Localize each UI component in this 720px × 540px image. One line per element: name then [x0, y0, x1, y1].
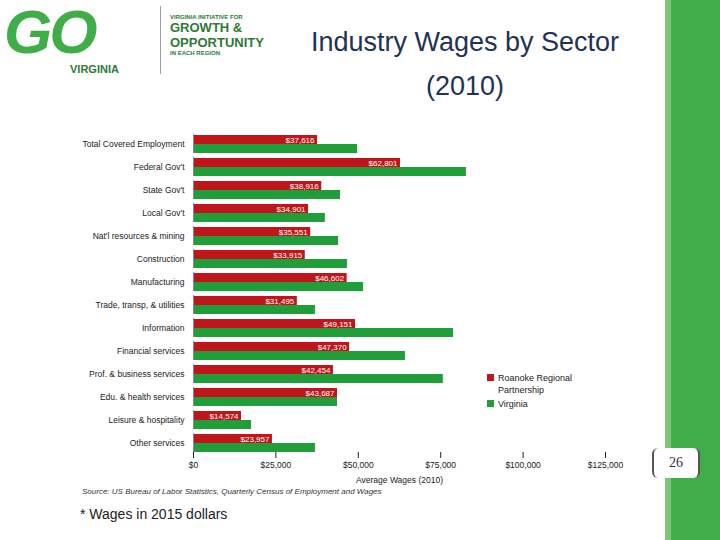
svg-text:$33,915: $33,915 — [273, 251, 302, 260]
svg-text:Financial services: Financial services — [117, 346, 185, 356]
svg-text:$35,551: $35,551 — [279, 228, 308, 237]
svg-text:$42,454: $42,454 — [302, 366, 331, 375]
html-text:26: 26 — [669, 455, 683, 470]
html-text:Roanoke Regional Partnership: Roanoke Regional Partnership — [498, 373, 573, 395]
svg-text:$62,801: $62,801 — [369, 159, 398, 168]
svg-text:Nat'l resources & mining: Nat'l resources & mining — [93, 231, 185, 241]
svg-text:State Gov't: State Gov't — [143, 185, 185, 195]
html-text:VIRGINIA INITIATIVE FOR: VIRGINIA INITIATIVE FOR — [170, 14, 243, 20]
svg-text:$43,687: $43,687 — [306, 389, 335, 398]
svg-text:$46,602: $46,602 — [315, 274, 344, 283]
svg-text:$31,495: $31,495 — [265, 297, 294, 306]
html-text:GROWTH &: GROWTH & — [170, 20, 243, 35]
svg-text:Federal Gov't: Federal Gov't — [134, 162, 185, 172]
svg-text:Leisure & hospitality: Leisure & hospitality — [108, 415, 185, 425]
svg-text:$75,000: $75,000 — [425, 460, 456, 470]
svg-text:Manufacturing: Manufacturing — [131, 277, 185, 287]
html-text:Source: US Bureau of Labor Sta: Source: US Bureau of Labor Statistics, Q… — [82, 487, 382, 496]
svg-text:$49,151: $49,151 — [324, 320, 353, 329]
svg-text:Information: Information — [142, 323, 185, 333]
html-text:OPPORTUNITY: OPPORTUNITY — [170, 35, 264, 50]
svg-text:$25,000: $25,000 — [261, 460, 292, 470]
svg-text:$38,916: $38,916 — [290, 182, 319, 191]
svg-text:$50,000: $50,000 — [343, 460, 374, 470]
svg-text:Edu. & health services: Edu. & health services — [100, 392, 185, 402]
svg-text:Construction: Construction — [137, 254, 185, 264]
svg-text:$47,370: $47,370 — [318, 343, 347, 352]
svg-text:$34,901: $34,901 — [277, 205, 306, 214]
svg-text:Average Wages (2010): Average Wages (2010) — [356, 475, 443, 485]
html-text:Virginia: Virginia — [498, 399, 528, 409]
svg-text:$23,957: $23,957 — [241, 435, 270, 444]
svg-text:Prof. & business services: Prof. & business services — [89, 369, 184, 379]
svg-text:Local Gov't: Local Gov't — [142, 208, 185, 218]
svg-text:$37,616: $37,616 — [286, 136, 315, 145]
html-text:* Wages in 2015 dollars: * Wages in 2015 dollars — [80, 506, 228, 522]
html-text:Industry Wages by Sector (2010: Industry Wages by Sector (2010) — [310, 27, 620, 101]
svg-text:$100,000: $100,000 — [505, 460, 541, 470]
svg-text:Trade, transp, & utilities: Trade, transp, & utilities — [96, 300, 185, 310]
svg-text:$125,000: $125,000 — [588, 460, 624, 470]
html-text:IN EACH REGION: IN EACH REGION — [170, 50, 220, 56]
svg-text:$14,574: $14,574 — [210, 412, 239, 421]
svg-text:Other services: Other services — [130, 438, 185, 448]
svg-text:$0: $0 — [189, 460, 199, 470]
svg-text:Total Covered Employment: Total Covered Employment — [82, 139, 185, 149]
html-text:VIRGINIA: VIRGINIA — [70, 63, 119, 75]
